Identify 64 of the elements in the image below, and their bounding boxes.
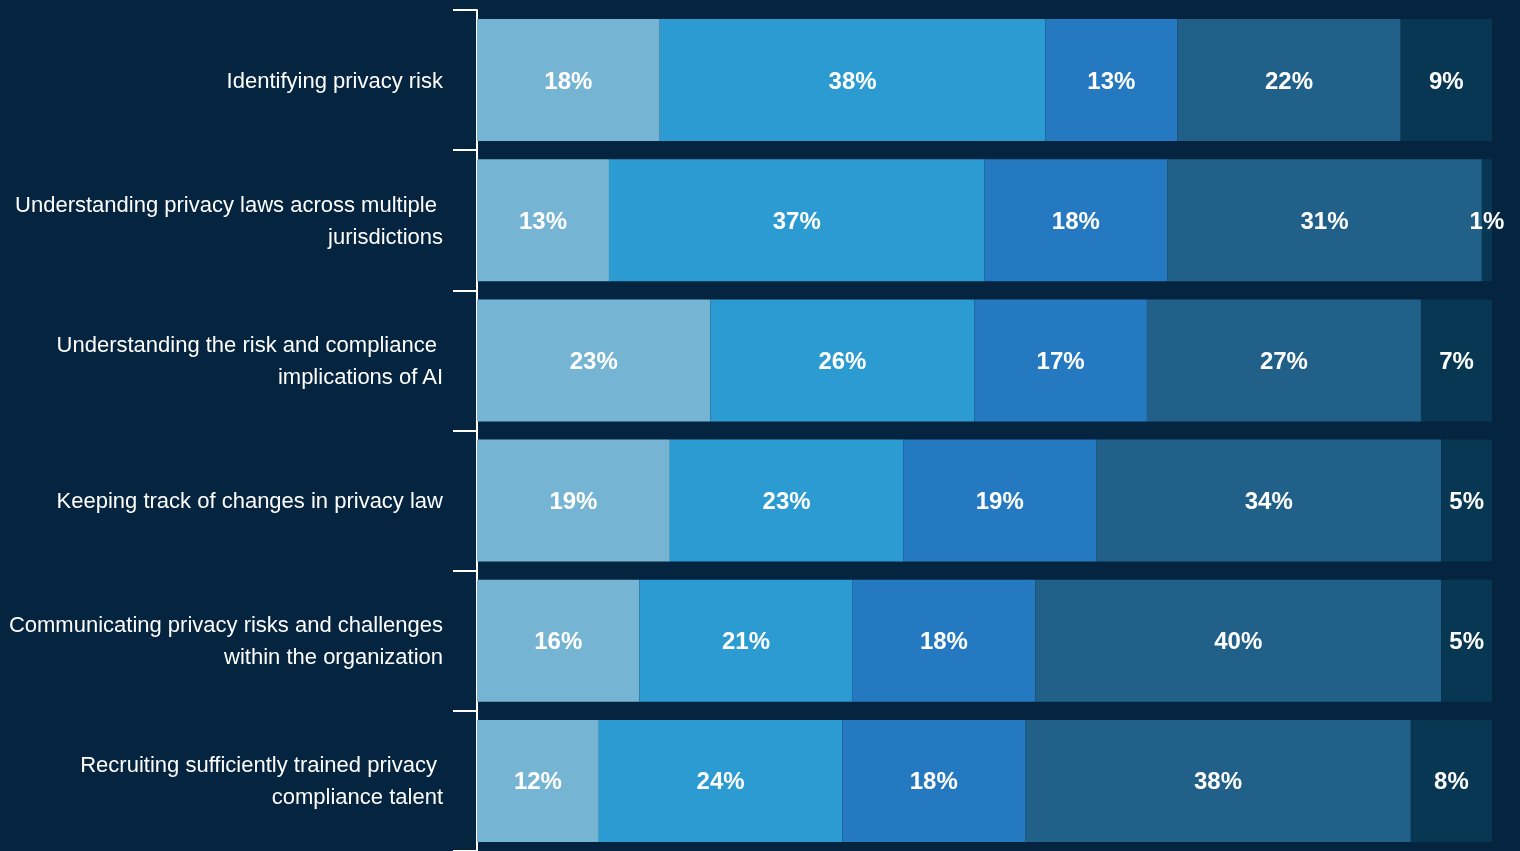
data-label: 1% — [1469, 206, 1505, 234]
bar — [477, 19, 660, 142]
bar — [477, 299, 711, 422]
bar — [669, 439, 904, 562]
bar — [659, 19, 1046, 142]
bar — [903, 439, 1097, 562]
bar — [1025, 719, 1411, 842]
bar — [598, 719, 843, 842]
bar — [608, 159, 985, 282]
bar — [1035, 579, 1442, 702]
data-label: 5% — [1449, 627, 1484, 655]
data-label: 31% — [1300, 206, 1349, 234]
bar — [1410, 719, 1492, 842]
bar — [842, 719, 1026, 842]
data-label: 18% — [909, 767, 958, 795]
data-label: 26% — [818, 346, 867, 374]
bar — [477, 159, 609, 282]
data-label: 38% — [828, 66, 877, 94]
y-tick-label: Understanding the risk and compliance implications of AI — [56, 331, 443, 389]
data-label: 12% — [513, 767, 562, 795]
bar — [477, 579, 640, 702]
data-label: 7% — [1439, 346, 1474, 374]
bar — [1177, 19, 1401, 142]
data-label: 9% — [1428, 66, 1464, 94]
y-tick-label: Recruiting sufficiently trained privacy compliance talent — [80, 752, 443, 810]
data-label: 8% — [1434, 767, 1469, 795]
data-label: 37% — [772, 206, 821, 234]
data-label: 27% — [1259, 346, 1308, 374]
bar — [710, 299, 975, 422]
bar — [477, 439, 670, 562]
bar — [1045, 19, 1178, 142]
data-label: 16% — [534, 627, 583, 655]
data-label: 38% — [1193, 767, 1242, 795]
data-label: 24% — [696, 767, 745, 795]
y-tick-label: Identifying privacy risk — [226, 67, 444, 93]
bar — [639, 579, 853, 702]
bar — [852, 579, 1036, 702]
bar — [1441, 439, 1492, 562]
bar — [974, 299, 1147, 422]
data-label: 40% — [1214, 627, 1263, 655]
data-label: 18% — [1051, 206, 1100, 234]
data-label: 34% — [1244, 487, 1293, 515]
bar — [1420, 299, 1492, 422]
bar — [1096, 439, 1442, 562]
data-label: 19% — [975, 487, 1024, 515]
data-label: 18% — [544, 66, 593, 94]
data-label: 13% — [1087, 66, 1136, 94]
bar — [1146, 299, 1421, 422]
y-tick-label: Communicating privacy risks and challenges within the organization — [8, 612, 443, 670]
y-tick-label: Keeping track of changes in privacy law — [56, 488, 444, 514]
data-label: 5% — [1449, 487, 1484, 515]
data-label: 23% — [569, 346, 618, 374]
data-label: 17% — [1036, 346, 1085, 374]
y-tick-label: Understanding privacy laws across multiple jurisdictions — [15, 191, 443, 249]
data-label: 21% — [721, 627, 770, 655]
bar — [1400, 19, 1492, 142]
bar — [477, 719, 599, 842]
bar — [1441, 579, 1492, 702]
data-label: 22% — [1264, 66, 1314, 94]
data-label: 13% — [518, 206, 567, 234]
bar — [984, 159, 1168, 282]
data-label: 19% — [549, 487, 598, 515]
data-label: 23% — [762, 487, 811, 515]
data-label: 18% — [919, 627, 968, 655]
